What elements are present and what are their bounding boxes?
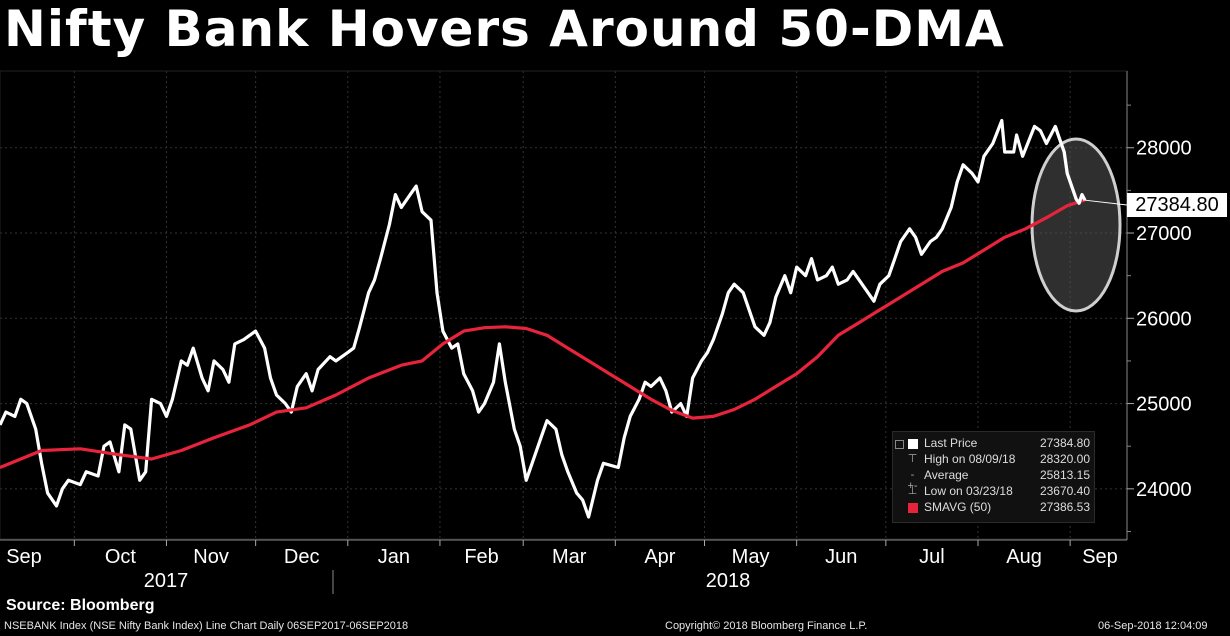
x-month-label: Sep <box>6 546 42 568</box>
y-tick-label: 26000 <box>1136 308 1192 330</box>
legend-label: Last Price <box>924 436 978 450</box>
series-layer <box>0 118 1087 519</box>
series-line-last-price <box>0 118 1087 519</box>
legend-value: 27384.80 <box>1039 436 1090 450</box>
collapse-icon[interactable] <box>895 440 904 449</box>
x-month-label: May <box>732 546 770 568</box>
x-month-label: Jul <box>919 546 945 568</box>
source-note: Source: Bloomberg <box>6 597 155 614</box>
highlight-ellipse <box>1030 137 1122 313</box>
footer-description: NSEBANK Index (NSE Nifty Bank Index) Lin… <box>4 620 409 632</box>
legend-value: 25813.15 <box>1039 468 1090 482</box>
red-square-icon <box>908 503 918 513</box>
axis-ticks <box>73 104 1134 546</box>
last-price-tag: 27384.80 <box>1127 193 1227 217</box>
y-tick-label: 28000 <box>1136 138 1192 160</box>
x-month-label: Nov <box>193 546 229 568</box>
x-month-label: Dec <box>284 546 320 568</box>
legend-label: High on 08/09/18 <box>924 452 1016 466</box>
legend-row: ⊥ Low on 03/23/18 23670.40 <box>893 484 1094 500</box>
legend-row: ⊤ High on 08/09/18 28320.00 <box>893 452 1094 468</box>
legend-label: Low on 03/23/18 <box>924 484 1013 498</box>
y-tick-label: 27000 <box>1136 223 1192 245</box>
footer-copyright: Copyright© 2018 Bloomberg Finance L.P. <box>665 620 868 632</box>
average-icon: -+- <box>907 469 918 492</box>
x-month-label: Sep <box>1082 546 1118 568</box>
legend-row: SMAVG (50) 27386.53 <box>893 500 1094 516</box>
legend-row: Last Price 27384.80 <box>893 436 1094 452</box>
last-value-pointer <box>1084 199 1128 206</box>
series-top-layer <box>0 125 1128 469</box>
x-month-label: Feb <box>464 546 498 568</box>
x-month-label: Apr <box>644 546 675 568</box>
legend-label: Average <box>924 468 969 482</box>
series-line-smavg <box>0 198 1086 469</box>
legend-row: -+- Average 25813.15 <box>893 468 1094 492</box>
x-month-label: Jun <box>825 546 857 568</box>
axis-labels: 24000 25000 26000 27000 28000 Sep Oct Nov Dec Jan… <box>6 138 1191 592</box>
y-tick-label: 24000 <box>1136 479 1192 501</box>
legend-label: SMAVG (50) <box>924 500 992 514</box>
legend-value: 23670.40 <box>1039 484 1090 498</box>
y-tick-label: 25000 <box>1136 394 1192 416</box>
square-icon <box>908 439 918 449</box>
chart-title: Nifty Bank Hovers Around 50-DMA <box>4 0 1005 58</box>
x-month-label: Aug <box>1006 546 1042 568</box>
high-marker-icon: ⊤ <box>907 453 918 465</box>
low-marker-icon: ⊥ <box>907 485 918 497</box>
x-month-label: Oct <box>105 546 137 568</box>
x-year-label: 2017 <box>144 570 189 592</box>
x-month-label: Mar <box>552 546 587 568</box>
x-month-label: Jan <box>378 546 410 568</box>
legend: Last Price 27384.80 ⊤ High on 08/09/18 2… <box>892 431 1095 523</box>
legend-value: 28320.00 <box>1039 452 1090 466</box>
legend-value: 27386.53 <box>1039 500 1090 514</box>
x-year-label: 2018 <box>706 570 751 592</box>
series-line-last-price-end <box>1053 125 1087 205</box>
footer-timestamp: 06-Sep-2018 12:04:09 <box>1098 620 1208 632</box>
